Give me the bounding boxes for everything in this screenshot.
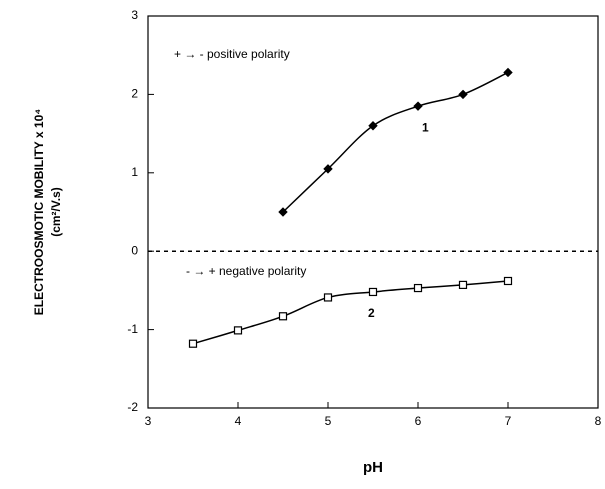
marker: [503, 67, 513, 78]
marker: [368, 287, 378, 297]
y-tick-label: 1: [131, 165, 138, 179]
series-label: 2: [368, 306, 375, 320]
y-axis-label: ELECTROOSMOTIC MOBILITY x 10⁴: [32, 109, 46, 315]
x-axis-label: pH: [363, 459, 383, 476]
marker: [323, 164, 333, 174]
marker: [278, 312, 288, 321]
y-tick-label: 2: [131, 87, 138, 101]
x-tick-label: 6: [415, 414, 422, 428]
x-tick-label: 5: [325, 414, 332, 428]
marker: [458, 89, 468, 100]
marker: [413, 101, 423, 111]
x-tick-label: 4: [235, 414, 242, 428]
series-line: [282, 71, 509, 213]
x-tick-label: 3: [145, 414, 152, 428]
marker: [323, 293, 333, 302]
marker: [458, 280, 468, 290]
marker: [413, 283, 423, 293]
y-tick-label: -2: [127, 400, 138, 414]
marker: [233, 326, 243, 335]
annotation: + → - positive polarity: [174, 47, 290, 61]
marker: [278, 207, 288, 217]
y-tick-label: 3: [131, 8, 138, 22]
y-tick-label: -1: [127, 322, 138, 336]
plot-frame: [147, 15, 599, 409]
series-label: 1: [422, 120, 429, 134]
marker: [188, 339, 198, 348]
marker: [503, 276, 513, 286]
x-tick-label: 8: [595, 414, 602, 428]
x-tick-label: 7: [505, 414, 512, 428]
annotation: - → + negative polarity: [186, 264, 306, 278]
marker: [368, 121, 378, 131]
y-axis-units: (cm²/V.s): [49, 187, 63, 237]
y-tick-label: 0: [131, 243, 138, 257]
